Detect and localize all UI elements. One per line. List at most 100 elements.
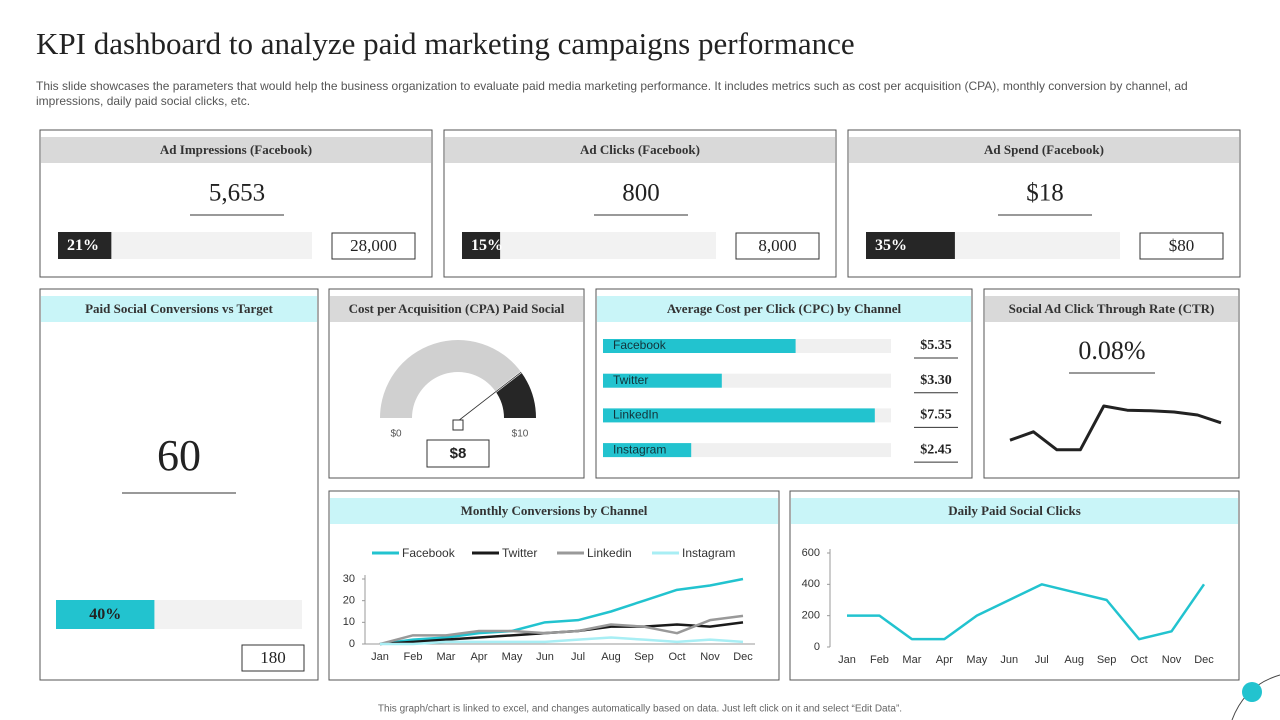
bar (603, 373, 722, 388)
x-tick-label: Apr (470, 651, 487, 663)
target-box (735, 232, 820, 260)
x-tick-label: Dec (1194, 654, 1214, 666)
card-title: Daily Paid Social Clicks (948, 503, 1081, 518)
kpi-value: 5,653 (209, 180, 265, 207)
line-series (847, 583, 1206, 641)
y-tick-label: 200 (802, 610, 820, 622)
card-header (41, 296, 317, 322)
bar-category: LinkedIn (613, 408, 658, 422)
legend-label: Twitter (502, 546, 537, 560)
decoration (1242, 682, 1262, 702)
card-header (985, 296, 1238, 322)
x-tick-label: Nov (700, 651, 720, 663)
bar-value-label: $5.35 (920, 338, 952, 353)
gauge-needle (457, 371, 522, 422)
gauge-value (380, 340, 522, 418)
target-box (241, 644, 305, 672)
x-tick-label: Feb (404, 651, 423, 663)
legend-label: Instagram (682, 546, 735, 560)
kpi-value: 800 (622, 180, 660, 207)
card-title: Ad Spend (Facebook) (984, 142, 1104, 157)
sparkline (1009, 404, 1222, 452)
target-value: 28,000 (350, 236, 397, 255)
y-tick-label: 600 (802, 547, 820, 559)
bar (603, 408, 875, 423)
target-box (1139, 232, 1224, 260)
bar-category: Instagram (613, 442, 666, 456)
x-tick-label: Jun (1000, 654, 1018, 666)
gauge-tick-label: $0 (390, 429, 402, 440)
card-header (791, 498, 1238, 524)
card-header (41, 137, 431, 163)
card-header (849, 137, 1239, 163)
x-tick-label: Jan (838, 654, 856, 666)
x-tick-label: Aug (1064, 654, 1084, 666)
gauge-pivot (452, 419, 464, 431)
card-header (330, 296, 583, 322)
card-title: Monthly Conversions by Channel (461, 503, 648, 518)
y-tick-label: 400 (802, 578, 820, 590)
x-tick-label: Sep (634, 651, 654, 663)
bar-category: Facebook (613, 338, 667, 352)
kpi-value: 60 (157, 431, 201, 480)
kpi-value: $18 (1026, 180, 1064, 207)
line-series (379, 577, 744, 646)
x-tick-label: Aug (601, 651, 621, 663)
target-value: 180 (260, 648, 286, 667)
progress-label: 40% (89, 606, 121, 623)
progress-label: 15% (471, 237, 503, 254)
target-box (331, 232, 416, 260)
subtitle: This slide showcases the parameters that… (36, 79, 1188, 108)
y-tick-label: 0 (349, 638, 355, 650)
x-tick-label: Nov (1162, 654, 1182, 666)
bar (603, 339, 796, 353)
target-value: 8,000 (758, 236, 796, 255)
x-tick-label: Sep (1097, 654, 1117, 666)
line-series (379, 614, 744, 646)
y-tick-label: 10 (343, 616, 355, 628)
bar-category: Twitter (613, 373, 648, 387)
legend-label: Linkedin (587, 546, 632, 560)
x-tick-label: Jul (571, 651, 585, 663)
card-title: Cost per Acquisition (CPA) Paid Social (349, 301, 565, 316)
x-tick-label: May (966, 654, 987, 666)
progress-track (462, 232, 716, 259)
y-tick-label: 0 (814, 641, 820, 653)
bar-value-label: $7.55 (920, 408, 952, 423)
x-tick-label: Apr (936, 654, 953, 666)
y-tick-label: 30 (343, 573, 355, 585)
x-tick-label: Oct (1131, 654, 1148, 666)
x-tick-label: Mar (902, 654, 921, 666)
line-series (380, 636, 744, 646)
x-tick-label: Mar (437, 651, 456, 663)
progress-bar (462, 232, 501, 259)
target-value: $80 (1169, 236, 1195, 255)
value-box (426, 439, 490, 468)
gauge-value-label: $8 (450, 445, 467, 462)
card-title: Paid Social Conversions vs Target (85, 301, 273, 316)
progress-bar (58, 232, 112, 259)
legend-label: Facebook (402, 546, 456, 560)
progress-label: 35% (875, 237, 907, 254)
x-tick-label: Dec (733, 651, 753, 663)
card-header (597, 296, 971, 322)
bar (603, 443, 692, 458)
progress-label: 21% (67, 237, 99, 254)
card-title: Ad Impressions (Facebook) (160, 142, 312, 157)
progress-bar (56, 600, 155, 629)
progress-bar (866, 232, 955, 259)
y-tick-label: 20 (343, 595, 355, 607)
card-title: Social Ad Click Through Rate (CTR) (1009, 301, 1215, 316)
card-title: Average Cost per Click (CPC) by Channel (667, 301, 902, 316)
card-title: Ad Clicks (Facebook) (580, 142, 700, 157)
gauge-tick-label: $10 (512, 429, 529, 440)
bar-value-label: $3.30 (920, 373, 952, 388)
bar-value-label: $2.45 (920, 442, 952, 457)
x-tick-label: Jul (1035, 654, 1049, 666)
x-tick-label: Jan (371, 651, 389, 663)
card-header (445, 137, 835, 163)
kpi-value: 0.08% (1078, 336, 1145, 365)
card-header (330, 498, 778, 524)
